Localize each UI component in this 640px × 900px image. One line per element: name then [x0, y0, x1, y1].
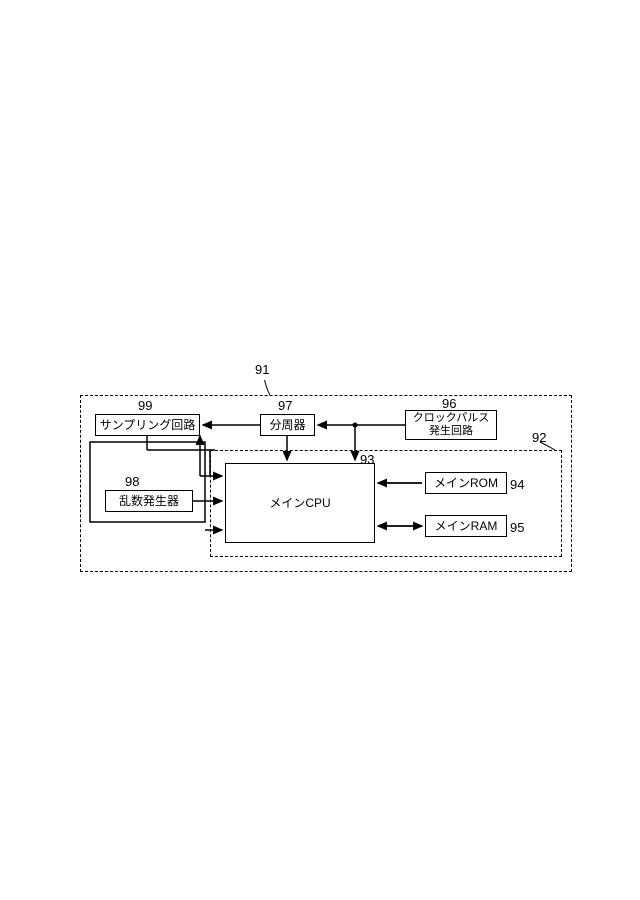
ref-98: 98	[125, 474, 139, 489]
divider-label: 分周器	[269, 418, 305, 432]
cpu-block: メインCPU	[225, 463, 375, 543]
sampling-circuit-block: サンプリング回路	[95, 414, 200, 436]
cpu-label: メインCPU	[269, 496, 330, 510]
clock-label: クロックパルス 発生回路	[413, 412, 489, 438]
ref-99: 99	[138, 398, 152, 413]
divider-block: 分周器	[260, 414, 315, 436]
ref-91: 91	[255, 362, 269, 377]
ref-95: 95	[510, 520, 524, 535]
ref-97: 97	[278, 398, 292, 413]
ref-94: 94	[510, 477, 524, 492]
rom-label: メインROM	[434, 476, 498, 490]
sampling-label: サンプリング回路	[100, 418, 196, 432]
ref-93: 93	[360, 452, 374, 467]
block-diagram: サンプリング回路 分周器 クロックパルス 発生回路 乱数発生器 メインCPU メ…	[70, 380, 580, 580]
ram-label: メインRAM	[435, 519, 498, 533]
clock-pulse-block: クロックパルス 発生回路	[405, 410, 497, 440]
rom-block: メインROM	[425, 472, 507, 494]
rng-label: 乱数発生器	[119, 494, 179, 508]
ref-92: 92	[532, 430, 546, 445]
rng-block: 乱数発生器	[105, 490, 193, 512]
ram-block: メインRAM	[425, 515, 507, 537]
ref-96: 96	[442, 396, 456, 411]
